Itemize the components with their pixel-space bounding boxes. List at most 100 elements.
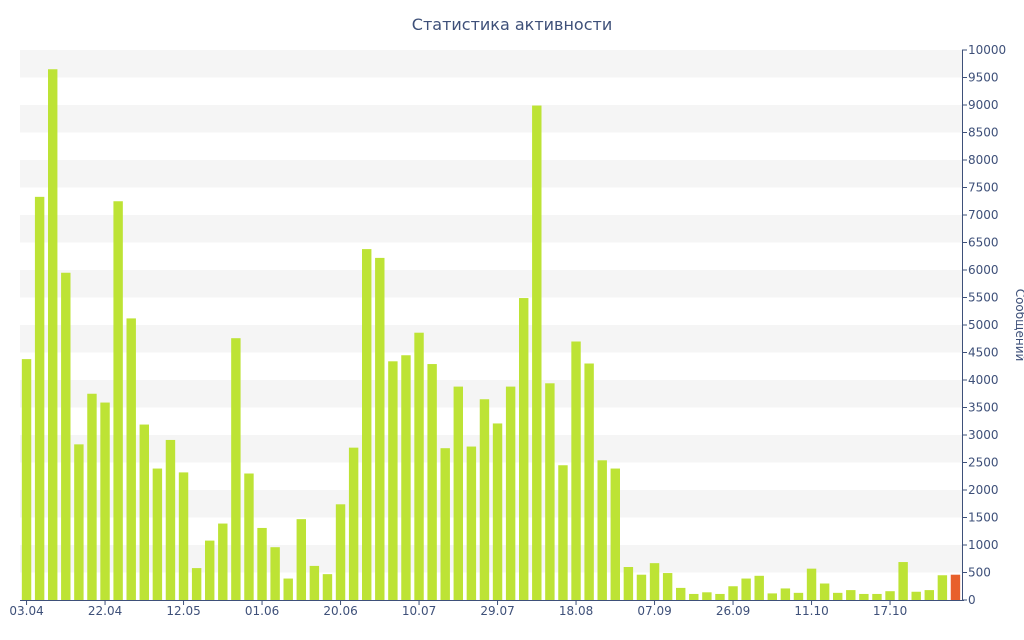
grid-band: [20, 105, 962, 133]
y-tick-label: 5000: [968, 318, 999, 332]
bar[interactable]: [466, 446, 477, 600]
bar[interactable]: [780, 588, 791, 600]
bar[interactable]: [21, 359, 32, 600]
bar[interactable]: [662, 573, 673, 600]
bar[interactable]: [375, 257, 385, 600]
grid-band: [20, 435, 962, 463]
y-tick-label: 3000: [968, 428, 999, 442]
y-tick-label: 8500: [968, 126, 999, 140]
x-tick-label: 12.05: [166, 604, 200, 618]
bar[interactable]: [519, 298, 529, 600]
y-axis-ticks: 0 500 1000 1500 2000 2500 3000 3500 4000 4500 5000…: [962, 43, 1006, 607]
bar[interactable]: [283, 578, 293, 600]
bar[interactable]: [754, 575, 764, 600]
bar[interactable]: [139, 424, 149, 600]
x-axis-ticks: 03.04 22.04 12.05 01.06 20.06 10.07 29.07 18.08…: [9, 600, 907, 618]
bar[interactable]: [571, 341, 581, 601]
bar[interactable]: [649, 563, 660, 600]
bar[interactable]: [532, 105, 542, 601]
bar[interactable]: [924, 590, 934, 600]
bar[interactable]: [126, 318, 136, 600]
bar[interactable]: [322, 574, 333, 600]
bar[interactable]: [597, 460, 607, 600]
grid-band: [20, 270, 962, 298]
bar[interactable]: [113, 201, 123, 600]
y-tick-label: 3500: [968, 401, 999, 415]
bar-current[interactable]: [950, 574, 961, 600]
bar[interactable]: [505, 386, 516, 600]
bar[interactable]: [48, 69, 58, 600]
bar[interactable]: [165, 439, 176, 600]
bar[interactable]: [545, 383, 555, 600]
bar[interactable]: [846, 590, 856, 600]
bar[interactable]: [492, 423, 503, 600]
bar[interactable]: [362, 249, 372, 600]
bar[interactable]: [309, 565, 320, 600]
bar[interactable]: [859, 593, 869, 600]
x-tick-label: 01.06: [245, 604, 279, 618]
bar[interactable]: [937, 575, 948, 600]
x-tick-label: 11.10: [794, 604, 828, 618]
chart-title: Статистика активности: [411, 15, 613, 34]
bar[interactable]: [270, 547, 280, 600]
bar[interactable]: [427, 364, 437, 600]
bar[interactable]: [100, 402, 110, 600]
bar[interactable]: [178, 472, 189, 600]
y-tick-label: 1000: [968, 538, 999, 552]
bar[interactable]: [793, 592, 804, 600]
bar[interactable]: [218, 523, 228, 600]
y-tick-label: 9500: [968, 71, 999, 85]
bar[interactable]: [296, 519, 306, 600]
bar[interactable]: [257, 527, 267, 600]
bar[interactable]: [911, 591, 921, 600]
bar[interactable]: [401, 355, 411, 600]
bar[interactable]: [623, 567, 634, 600]
bar[interactable]: [584, 363, 594, 601]
bar[interactable]: [244, 473, 254, 601]
x-tick-label: 20.06: [323, 604, 357, 618]
grid-band: [20, 380, 962, 408]
y-tick-label: 10000: [968, 43, 1006, 57]
bar[interactable]: [87, 393, 97, 600]
bar[interactable]: [702, 592, 712, 600]
bar[interactable]: [833, 592, 843, 600]
bar[interactable]: [676, 587, 686, 600]
bar[interactable]: [191, 568, 202, 600]
x-tick-label: 18.08: [559, 604, 593, 618]
bar[interactable]: [885, 591, 895, 600]
grid-band: [20, 490, 962, 518]
bar[interactable]: [715, 593, 725, 600]
y-tick-label: 1500: [968, 511, 999, 525]
y-tick-label: 4000: [968, 373, 999, 387]
bar[interactable]: [819, 583, 830, 601]
bar[interactable]: [388, 361, 398, 600]
bar[interactable]: [205, 540, 215, 600]
y-tick-label: 2500: [968, 456, 999, 470]
bar[interactable]: [479, 399, 490, 600]
bar[interactable]: [440, 448, 450, 600]
bar[interactable]: [610, 468, 620, 600]
bar[interactable]: [231, 338, 241, 600]
y-tick-label: 9000: [968, 98, 999, 112]
bar[interactable]: [898, 562, 908, 600]
y-tick-label: 7000: [968, 208, 999, 222]
bar[interactable]: [414, 332, 424, 600]
bar[interactable]: [61, 272, 71, 600]
bar[interactable]: [558, 465, 568, 600]
bar[interactable]: [636, 574, 647, 600]
bar[interactable]: [348, 447, 359, 600]
bar[interactable]: [728, 586, 738, 600]
x-tick-label: 03.04: [9, 604, 43, 618]
bar[interactable]: [806, 568, 817, 600]
bar[interactable]: [872, 593, 882, 600]
bar[interactable]: [152, 468, 163, 600]
bar[interactable]: [689, 593, 699, 600]
y-tick-label: 7500: [968, 181, 999, 195]
bar[interactable]: [34, 196, 45, 600]
bar[interactable]: [335, 504, 346, 600]
bar[interactable]: [453, 386, 463, 600]
bar[interactable]: [767, 593, 777, 600]
bar[interactable]: [741, 578, 751, 600]
bar[interactable]: [74, 444, 84, 600]
grid-band: [20, 50, 962, 78]
